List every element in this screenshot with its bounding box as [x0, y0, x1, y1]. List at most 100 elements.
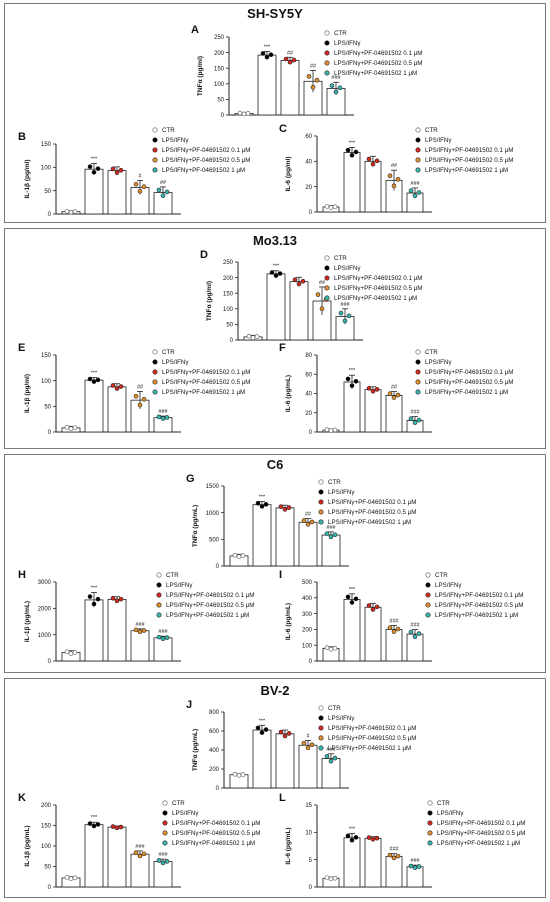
chart-j-point-3-0 — [301, 740, 307, 746]
chart-l-point-3-0 — [387, 852, 393, 858]
chart-f-legend-marker-1 — [415, 359, 421, 365]
chart-j-point-0-0 — [232, 771, 238, 777]
chart-j-point-4-2 — [332, 755, 338, 761]
chart-c-legend-label-3: LPS/IFNγ+PF-04691502 0.5 μM — [425, 157, 513, 164]
chart-c-legend-marker-0 — [415, 127, 421, 133]
chart-c-point-4-1 — [412, 193, 418, 199]
chart-c-legend-label-2: LPS/IFNγ+PF-04691502 0.1 μM — [425, 147, 513, 154]
chart-i-point-3-1 — [391, 629, 397, 634]
chart-f-y-tick-label-4: 80 — [305, 353, 312, 359]
chart-g-legend-label-1: LPS/IFNγ — [328, 489, 355, 496]
chart-b-point-2-1 — [114, 170, 120, 175]
chart-b-legend-marker-4 — [152, 167, 158, 173]
chart-g-y-tick-label-1: 500 — [209, 538, 220, 544]
chart-f-annotation-1: *** — [349, 368, 356, 374]
chart-j-legend-label-3: LPS/IFNγ+PF-04691502 0.5 μM — [328, 735, 416, 742]
chart-a-annotation-3: ## — [310, 63, 317, 69]
chart-c-point-1-1 — [349, 152, 355, 158]
chart-h-point-0-0 — [64, 649, 70, 655]
chart-c-point-2-1 — [370, 161, 376, 167]
chart-a-point-1-1 — [264, 54, 270, 60]
chart-e-point-3-1 — [137, 402, 143, 408]
chart-a-legend-marker-2 — [324, 50, 330, 56]
chart-l-point-2-0 — [366, 835, 372, 840]
chart-b-y-tick-label-3: 150 — [41, 142, 52, 148]
chart-b-y-tick-label-0: 0 — [48, 212, 52, 218]
chart-l-point-4-1 — [412, 865, 418, 870]
chart-g-y-label: TNFα (pg/mL) — [192, 505, 199, 547]
chart-h-point-4-0 — [156, 634, 162, 640]
chart-j-point-0-1 — [236, 772, 242, 778]
chart-b-annotation-1: *** — [91, 157, 98, 163]
chart-b-legend-label-0: CTR — [162, 127, 175, 134]
chart-g-point-2-2 — [286, 505, 292, 510]
chart-a-point-4-2 — [337, 85, 343, 91]
chart-h-point-1-0 — [87, 594, 93, 599]
chart-k-y-tick-label-3: 150 — [41, 824, 52, 830]
chart-b-legend-label-4: LPS/IFNγ+PF-04691502 1 μM — [162, 167, 245, 174]
chart-l-point-4-2 — [416, 864, 422, 869]
chart-l-y-tick-label-3: 15 — [305, 803, 312, 809]
chart-e-legend-marker-1 — [152, 359, 158, 365]
chart-h-point-3-1 — [137, 629, 143, 635]
chart-k-annotation-3: ### — [135, 844, 145, 850]
chart-h-y-tick-label-0: 0 — [48, 659, 52, 665]
chart-d-bar-2 — [289, 281, 309, 341]
chart-h-y-tick-label-2: 2000 — [38, 607, 52, 613]
chart-c-point-0-1 — [328, 205, 334, 210]
chart-h-bar-4 — [153, 637, 173, 662]
chart-k-annotation-1: *** — [91, 815, 98, 821]
chart-b-point-1-1 — [91, 169, 97, 175]
chart-h-point-4-1 — [160, 636, 166, 641]
chart-i-point-3-2 — [395, 626, 401, 632]
chart-d-point-2-0 — [292, 277, 298, 282]
chart-c-legend-label-1: LPS/IFNγ — [425, 137, 452, 144]
chart-j-point-2-1 — [282, 733, 288, 739]
chart-e-bar-1 — [84, 379, 104, 433]
chart-g-bar-1 — [252, 504, 272, 567]
chart-j-legend-marker-4 — [318, 745, 324, 751]
chart-f-bar-2 — [364, 389, 382, 433]
section-title-mo3-13: Mo3.13 — [252, 233, 298, 248]
chart-f-point-2-2 — [374, 387, 380, 392]
chart-f-y-tick-label-1: 20 — [305, 411, 312, 417]
chart-d-point-4-2 — [346, 313, 352, 319]
chart-h-annotation-4: ### — [158, 629, 168, 635]
chart-i-point-2-0 — [366, 603, 372, 608]
chart-h-legend-label-0: CTR — [166, 572, 179, 579]
chart-l-point-3-1 — [391, 855, 397, 861]
chart-i-point-4-2 — [416, 631, 422, 636]
chart-e-point-3-2 — [141, 397, 147, 402]
chart-k-legend-label-1: LPS/IFNγ — [172, 810, 199, 817]
chart-j-point-2-0 — [278, 729, 284, 735]
chart-a-y-label: TNFα (pg/ml) — [197, 56, 204, 96]
chart-k-legend-marker-0 — [162, 800, 168, 806]
chart-f-annotation-3: ## — [391, 385, 398, 391]
chart-a-point-4-1 — [333, 89, 339, 95]
chart-k-bar-1 — [84, 824, 104, 888]
chart-g-legend-label-2: LPS/IFNγ+PF-04691502 0.1 μM — [328, 499, 416, 506]
chart-l-legend-label-1: LPS/IFNγ — [437, 810, 464, 817]
chart-c-letter: C — [279, 123, 287, 135]
chart-d-annotation-1: *** — [273, 264, 280, 270]
chart-i-y-label: IL-6 (pg/mL) — [285, 603, 292, 640]
chart-b-point-3-1 — [137, 188, 143, 194]
chart-h-point-2-0 — [110, 595, 116, 601]
chart-f-legend-label-0: CTR — [425, 349, 438, 356]
chart-i-legend-label-0: CTR — [435, 572, 448, 579]
chart-f-y-tick-label-3: 60 — [305, 372, 312, 378]
chart-b-legend-marker-0 — [152, 127, 158, 133]
chart-e-y-tick-label-0: 0 — [48, 430, 52, 436]
chart-f-point-4-0 — [408, 416, 414, 422]
chart-j-legend-marker-1 — [318, 715, 324, 721]
chart-i-annotation-3: ### — [389, 618, 399, 624]
chart-h-bar-3 — [130, 630, 150, 662]
chart-k-point-2-2 — [118, 824, 124, 830]
chart-i-point-1-2 — [353, 596, 359, 602]
chart-j-bar-3 — [298, 744, 318, 789]
chart-b-legend-marker-2 — [152, 147, 158, 153]
chart-k-legend-marker-2 — [162, 820, 168, 826]
chart-l-point-1-2 — [353, 835, 359, 840]
chart-a-y-tick-label-1: 50 — [217, 98, 224, 104]
chart-b-legend-label-2: LPS/IFNγ+PF-04691502 0.1 μM — [162, 147, 250, 154]
